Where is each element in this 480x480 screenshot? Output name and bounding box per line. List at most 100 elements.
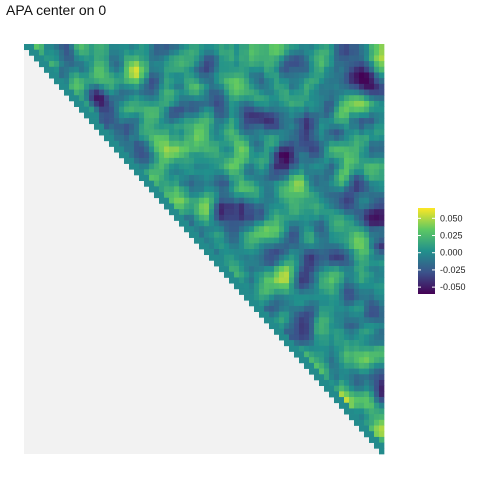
heatmap-cell — [104, 135, 110, 142]
heatmap-cell — [154, 95, 160, 102]
heatmap-cell — [349, 95, 355, 102]
heatmap-cell — [374, 328, 380, 335]
heatmap-cell — [309, 368, 315, 375]
heatmap-cell — [359, 254, 365, 261]
heatmap-cell — [214, 237, 220, 244]
heatmap-cell — [324, 44, 330, 51]
heatmap-cell — [229, 174, 235, 182]
heatmap-cell — [159, 152, 165, 159]
heatmap-cell — [249, 271, 255, 278]
heatmap-cell — [124, 140, 130, 147]
heatmap-cell — [284, 146, 290, 153]
heatmap-cell — [319, 152, 325, 159]
heatmap-cell — [229, 180, 235, 187]
heatmap-cell — [254, 135, 260, 142]
heatmap-cell — [224, 186, 230, 193]
heatmap-cell — [369, 249, 375, 256]
heatmap-cell — [369, 123, 375, 130]
heatmap-cell — [374, 66, 380, 73]
heatmap-cell — [359, 397, 365, 404]
heatmap-cell — [349, 334, 355, 341]
heatmap-cell — [194, 180, 200, 187]
heatmap-cell — [364, 368, 370, 375]
heatmap-cell — [104, 44, 110, 51]
heatmap-cell — [184, 214, 190, 221]
heatmap-cell — [194, 226, 200, 233]
heatmap-cell — [354, 351, 360, 358]
heatmap-cell — [359, 362, 365, 369]
heatmap-cell — [249, 61, 255, 68]
heatmap-cell — [279, 254, 285, 261]
heatmap-cell — [349, 249, 355, 256]
heatmap-cell — [354, 209, 360, 216]
heatmap-cell — [219, 72, 225, 79]
heatmap-cell — [314, 163, 320, 170]
heatmap-cell — [269, 61, 275, 68]
heatmap-cell — [374, 89, 380, 96]
heatmap-cell — [324, 66, 330, 73]
heatmap-cell — [174, 174, 180, 182]
heatmap-cell — [174, 209, 180, 216]
heatmap-cell — [109, 55, 115, 62]
heatmap-cell — [234, 78, 240, 85]
heatmap-cell — [259, 231, 265, 238]
heatmap-cell — [339, 118, 345, 125]
heatmap-cell — [199, 78, 205, 85]
heatmap-cell — [94, 112, 100, 119]
heatmap-cell — [149, 89, 155, 96]
heatmap-cell — [374, 169, 380, 176]
heatmap-cell — [344, 186, 350, 193]
heatmap-cell — [104, 129, 110, 136]
heatmap-cell — [319, 157, 325, 164]
heatmap-cell — [329, 385, 335, 392]
heatmap-cell — [179, 78, 185, 85]
heatmap-cell — [209, 180, 215, 187]
heatmap-cell — [354, 66, 360, 73]
heatmap-cell — [364, 83, 370, 90]
heatmap-cell — [339, 237, 345, 244]
heatmap-cell — [139, 100, 145, 107]
heatmap-cell — [194, 118, 200, 125]
heatmap-cell — [354, 44, 360, 51]
heatmap-cell — [304, 288, 310, 295]
heatmap-cell — [274, 231, 280, 238]
heatmap-cell — [269, 209, 275, 216]
heatmap-cell — [259, 72, 265, 79]
heatmap-cell — [199, 243, 205, 250]
heatmap-cell — [139, 112, 145, 119]
heatmap-cell — [144, 157, 150, 164]
heatmap-cell — [209, 44, 215, 51]
heatmap-cell — [349, 294, 355, 301]
heatmap-cell — [314, 146, 320, 153]
heatmap-cell — [279, 180, 285, 187]
heatmap-cell — [344, 180, 350, 187]
heatmap-cell — [379, 288, 385, 295]
heatmap-cell — [344, 334, 350, 341]
heatmap-cell — [309, 214, 315, 221]
heatmap-cell — [184, 44, 190, 51]
heatmap-cell — [309, 283, 315, 290]
heatmap-cell — [289, 135, 295, 142]
heatmap-cell — [259, 271, 265, 278]
heatmap-cell — [329, 379, 335, 387]
heatmap-cell — [209, 95, 215, 102]
heatmap-cell — [134, 157, 140, 164]
heatmap-cell — [234, 283, 240, 290]
heatmap-cell — [224, 220, 230, 227]
heatmap-cell — [349, 180, 355, 187]
heatmap-cell — [304, 61, 310, 68]
heatmap-cell — [319, 283, 325, 290]
heatmap-cell — [364, 249, 370, 256]
heatmap-cell — [174, 140, 180, 147]
heatmap-cell — [289, 78, 295, 85]
heatmap-cell — [159, 89, 165, 96]
heatmap-cell — [369, 192, 375, 199]
heatmap-cell — [364, 425, 370, 432]
heatmap-cell — [304, 203, 310, 210]
heatmap-cell — [144, 89, 150, 96]
heatmap-cell — [189, 163, 195, 170]
heatmap-cell — [234, 135, 240, 142]
heatmap-cell — [244, 100, 250, 107]
heatmap-cell — [164, 89, 170, 96]
heatmap-cell — [74, 89, 80, 96]
